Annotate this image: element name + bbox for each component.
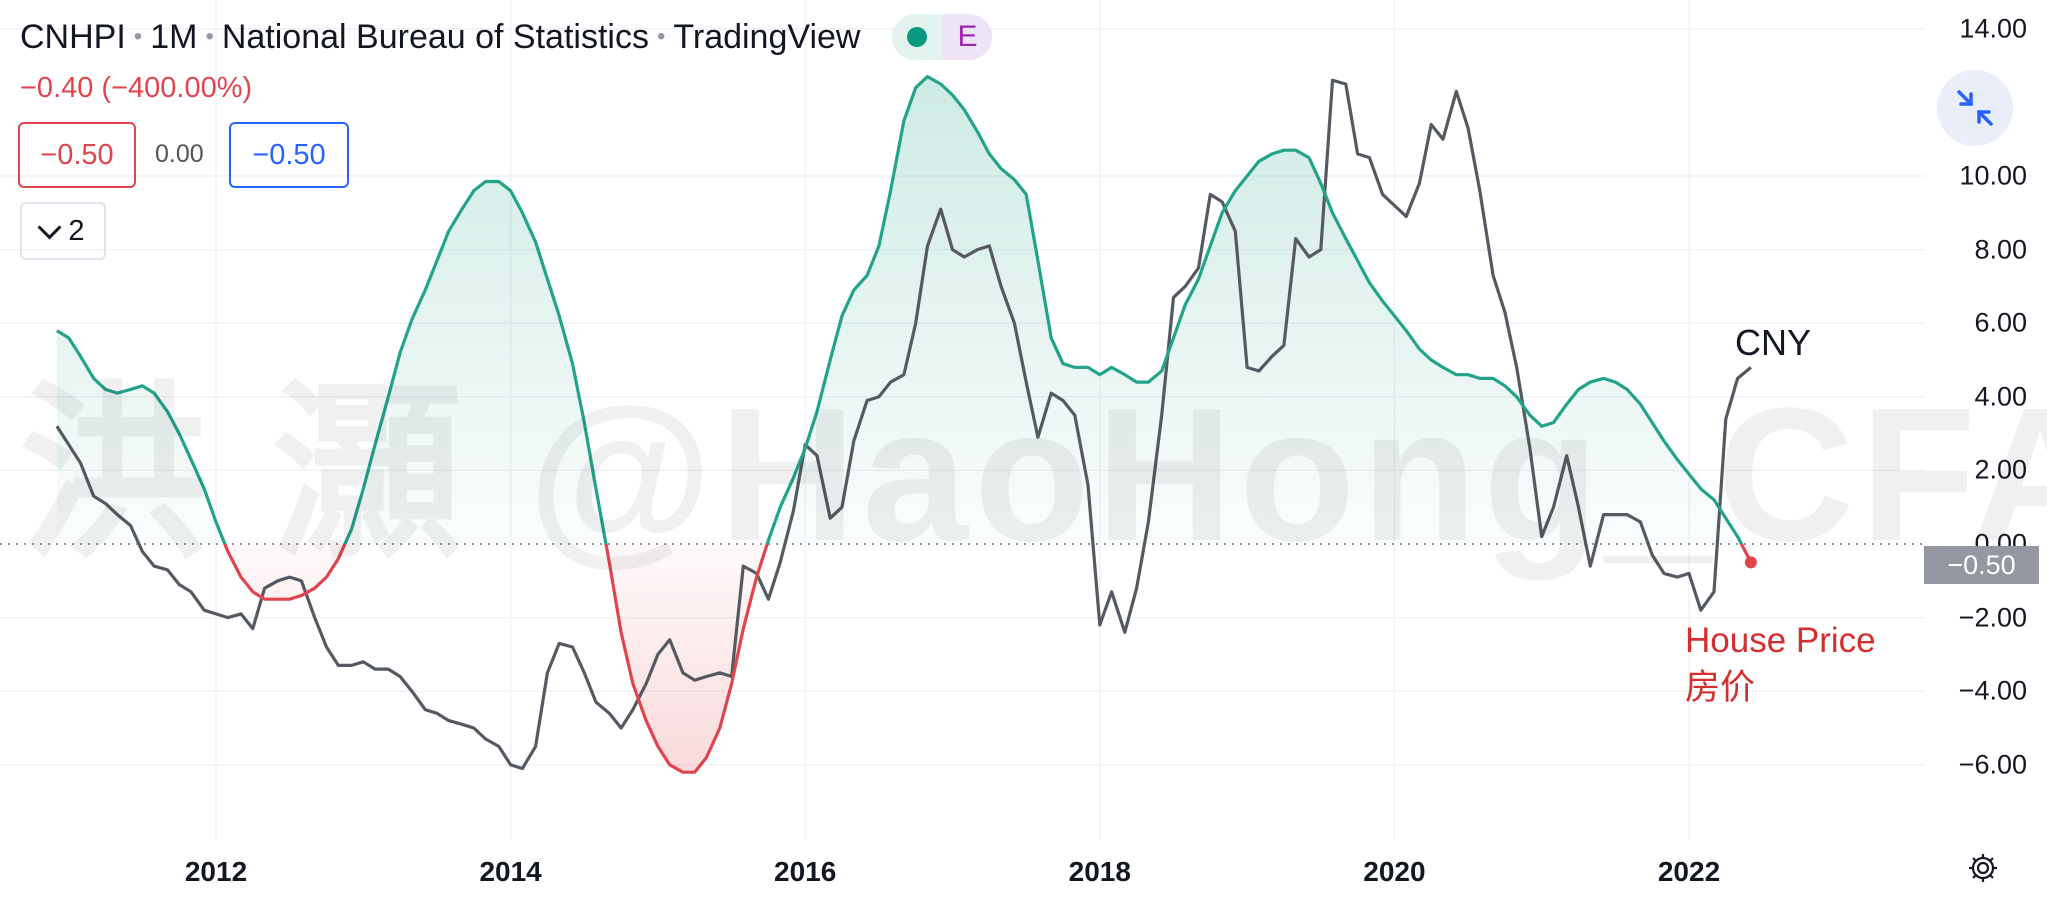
y-tick-label: −6.00 [1958,749,2027,780]
platform-label: TradingView [673,17,861,56]
series-lines [55,75,1757,774]
house-price-annotation-cn: 房价 [1685,668,1756,707]
y-tick-label: 14.00 [1959,13,2027,44]
separator-dot: • [205,23,214,50]
legend-count: 2 [68,214,85,247]
last-value-marker [1744,556,1757,569]
house-price-positive-fill [56,76,1751,544]
sell-price-box[interactable]: −0.50 [18,122,136,188]
x-tick-label: 2020 [1363,856,1426,887]
x-tick-label: 2014 [479,856,542,887]
minimize-icon [1957,90,1993,126]
house-price-annotation: House Price 房价 [1685,617,1876,711]
y-tick-label: 8.00 [1974,234,2027,265]
chevron-down-icon [37,214,62,240]
legend-toggle-button[interactable]: 2 [20,202,106,260]
chart-header: CNHPI • 1M • National Bureau of Statisti… [20,14,993,60]
area-fills [56,76,1751,773]
market-status-icon[interactable] [892,14,943,60]
cny-annotation: CNY [1735,322,1812,363]
y-tick-label: 6.00 [1974,307,2027,338]
earnings-badge[interactable]: E [942,14,993,60]
price-change: −0.40 (−400.00%) [20,72,253,104]
house-price-line-positive[interactable] [56,75,1751,773]
settings-gear-icon[interactable] [1968,853,1998,883]
interval-label[interactable]: 1M [150,17,198,56]
minimize-button[interactable] [1937,70,2013,146]
y-tick-label: 2.00 [1974,454,2027,485]
y-tick-label: −4.00 [1958,675,2027,706]
source-label: National Bureau of Statistics [221,17,649,56]
buy-price-box[interactable]: −0.50 [229,122,349,188]
x-tick-label: 2018 [1068,856,1131,887]
last-price-badge: −0.50 [1924,546,2039,584]
spread-value: 0.00 [155,140,204,168]
x-tick-label: 2012 [184,856,248,887]
symbol-name[interactable]: CNHPI [20,17,126,56]
separator-dot: • [133,23,143,50]
x-tick-label: 2022 [1657,856,1721,887]
house-price-annotation-en: House Price [1685,621,1876,660]
house-price-line-negative[interactable] [57,77,1753,774]
separator-dot: • [656,23,666,50]
y-tick-label: −2.00 [1958,602,2027,633]
y-tick-label: 4.00 [1974,381,2027,412]
y-tick-label: 10.00 [1959,160,2027,191]
x-tick-label: 2016 [774,856,837,887]
status-pill[interactable]: E [892,14,993,60]
cny-series-line[interactable] [55,78,1752,771]
